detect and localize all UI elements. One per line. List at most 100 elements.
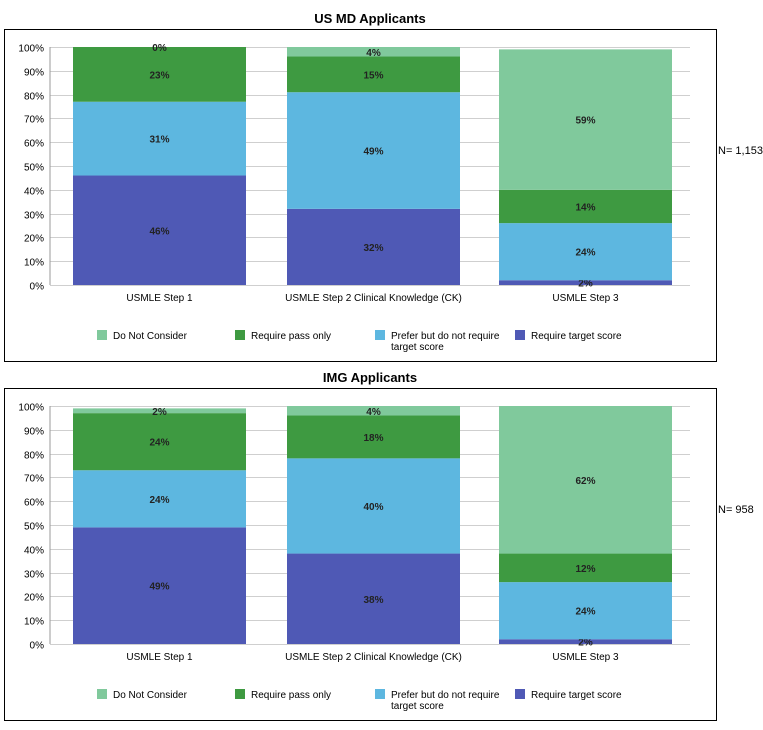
data-label: 32% — [363, 243, 383, 254]
data-label: 2% — [578, 638, 593, 649]
data-label: 49% — [149, 582, 169, 593]
y-tick-label: 30% — [24, 211, 44, 222]
x-tick-label: USMLE Step 2 Clinical Knowledge (CK) — [285, 652, 462, 663]
y-tick-label: 70% — [24, 115, 44, 126]
bar-segment — [73, 101, 246, 176]
legend-swatch — [235, 330, 245, 340]
y-tick-label: 40% — [24, 187, 44, 198]
bar-segment — [499, 189, 672, 224]
x-tick-label: USMLE Step 2 Clinical Knowledge (CK) — [285, 293, 462, 304]
legend-swatch — [97, 330, 107, 340]
bar-segment — [499, 406, 672, 554]
chart-title: IMG Applicants — [323, 370, 417, 385]
y-tick-label: 60% — [24, 139, 44, 150]
bar-segment — [287, 415, 460, 459]
data-label: 38% — [363, 595, 383, 606]
y-tick-label: 0% — [30, 641, 45, 652]
bar-segment — [73, 527, 246, 644]
y-tick-label: 100% — [18, 44, 44, 55]
y-tick-label: 90% — [24, 427, 44, 438]
y-tick-label: 10% — [24, 258, 44, 269]
y-tick-label: 20% — [24, 234, 44, 245]
bar-segment — [287, 208, 460, 285]
data-label: 4% — [366, 48, 381, 59]
y-tick-label: 10% — [24, 617, 44, 628]
legend-label: Prefer but do not require — [391, 690, 500, 701]
bar-segment — [499, 280, 672, 285]
data-label: 2% — [152, 407, 167, 418]
legend-label: Do Not Consider — [113, 690, 188, 701]
bar-segment — [73, 470, 246, 528]
x-tick-label: USMLE Step 1 — [126, 293, 193, 304]
data-label: 0% — [152, 43, 167, 54]
bar-segment — [287, 553, 460, 644]
legend-label: Require target score — [531, 690, 622, 701]
data-label: 59% — [575, 116, 595, 127]
bar-segment — [287, 92, 460, 209]
legend-label: Require pass only — [251, 331, 331, 342]
chart-title: US MD Applicants — [314, 11, 425, 26]
legend-label: Require target score — [531, 331, 622, 342]
legend-label: Do Not Consider — [113, 331, 188, 342]
x-tick-label: USMLE Step 3 — [552, 293, 619, 304]
y-tick-label: 50% — [24, 163, 44, 174]
bar-segment — [499, 223, 672, 281]
data-label: 15% — [363, 70, 383, 81]
bar-segment — [73, 408, 246, 414]
data-label: 24% — [149, 495, 169, 506]
y-tick-label: 100% — [18, 403, 44, 414]
legend-label: target score — [391, 342, 444, 353]
y-tick-label: 80% — [24, 92, 44, 103]
data-label: 18% — [363, 433, 383, 444]
bar-segment — [287, 56, 460, 93]
data-label: 12% — [575, 564, 595, 575]
y-tick-label: 40% — [24, 546, 44, 557]
bar-segment — [287, 458, 460, 554]
data-label: 24% — [575, 248, 595, 259]
chart-frame — [4, 388, 717, 721]
legend-swatch — [515, 689, 525, 699]
bar-segment — [73, 413, 246, 471]
bar-segment — [73, 175, 246, 285]
y-tick-label: 30% — [24, 570, 44, 581]
legend-swatch — [515, 330, 525, 340]
bar-segment — [287, 47, 460, 57]
data-label: 24% — [575, 607, 595, 618]
bar-segment — [73, 47, 246, 102]
bar-segment — [499, 582, 672, 640]
bar-segment — [499, 639, 672, 644]
chart-frame — [4, 29, 717, 362]
y-tick-label: 70% — [24, 474, 44, 485]
legend-label: target score — [391, 701, 444, 712]
data-label: 24% — [149, 438, 169, 449]
legend-swatch — [97, 689, 107, 699]
y-tick-label: 50% — [24, 522, 44, 533]
y-tick-label: 60% — [24, 498, 44, 509]
y-tick-label: 80% — [24, 451, 44, 462]
bar-segment — [287, 406, 460, 416]
data-label: 46% — [149, 226, 169, 237]
n-count-label: N= 1,153 — [718, 145, 763, 157]
legend-label: Prefer but do not require — [391, 331, 500, 342]
legend-swatch — [375, 689, 385, 699]
legend-swatch — [235, 689, 245, 699]
legend-swatch — [375, 330, 385, 340]
data-label: 62% — [575, 476, 595, 487]
data-label: 4% — [366, 407, 381, 418]
x-tick-label: USMLE Step 1 — [126, 652, 193, 663]
data-label: 40% — [363, 502, 383, 513]
data-label: 31% — [149, 135, 169, 146]
y-tick-label: 0% — [30, 282, 45, 293]
legend-label: Require pass only — [251, 690, 331, 701]
data-label: 49% — [363, 147, 383, 158]
y-tick-label: 20% — [24, 593, 44, 604]
data-label: 2% — [578, 279, 593, 290]
data-label: 23% — [149, 70, 169, 81]
x-tick-label: USMLE Step 3 — [552, 652, 619, 663]
y-tick-label: 90% — [24, 68, 44, 79]
n-count-label: N= 958 — [718, 504, 754, 516]
bar-segment — [499, 553, 672, 583]
bar-segment — [499, 49, 672, 190]
data-label: 14% — [575, 202, 595, 213]
